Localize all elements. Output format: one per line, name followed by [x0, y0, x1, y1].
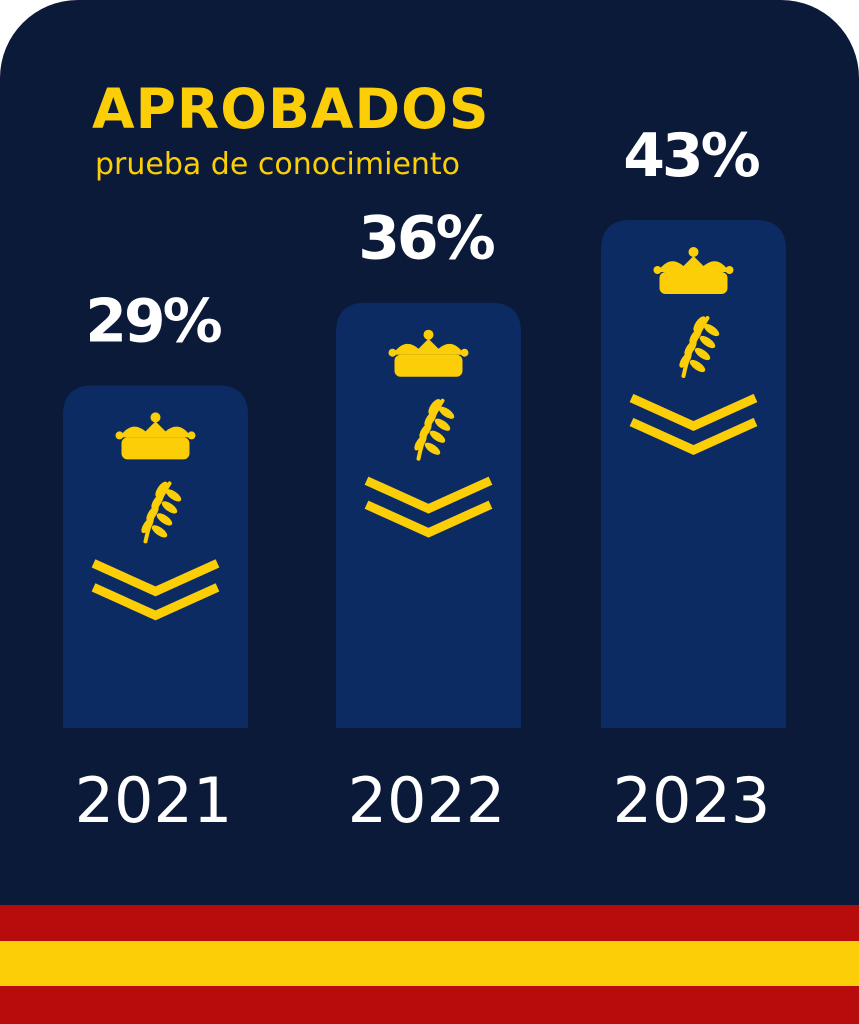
flag-stripe-red-bottom [0, 986, 859, 1024]
value-label-2022: 36% [358, 204, 494, 274]
value-label-2023: 43% [623, 121, 759, 191]
flag-stripe-yellow [0, 941, 859, 986]
rank-insignia-icon [364, 329, 493, 538]
chart-title: APROBADOS [92, 77, 490, 141]
bar-2021 [63, 385, 248, 728]
rank-insignia-icon [629, 247, 758, 455]
chart-subtitle: prueba de conocimiento [95, 147, 461, 182]
flag-stripe-red-top [0, 905, 859, 941]
rank-insignia-icon [91, 412, 220, 621]
category-label-2022: 2022 [348, 764, 506, 837]
category-label-2023: 2023 [613, 764, 771, 837]
category-label-2021: 2021 [75, 764, 233, 837]
value-label-2021: 29% [85, 286, 221, 356]
bar-2022 [336, 302, 521, 728]
bar-2023 [601, 220, 786, 728]
